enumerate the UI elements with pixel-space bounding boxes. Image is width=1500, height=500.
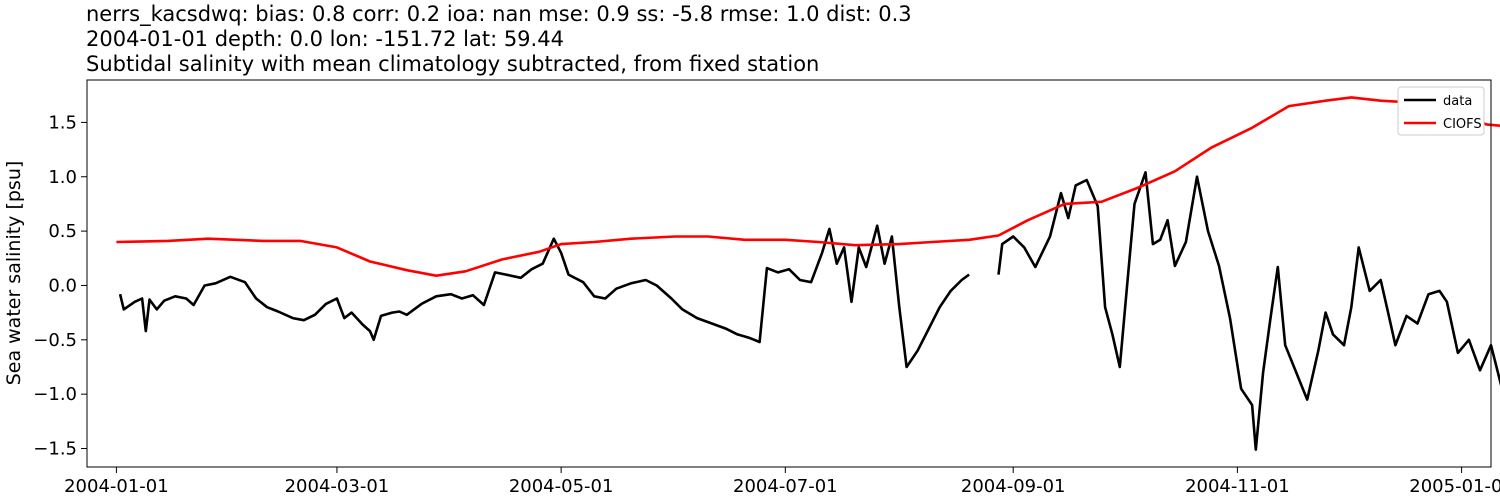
x-tick-label: 2004-11-01 xyxy=(1185,476,1290,497)
y-tick-label: −1.0 xyxy=(33,384,77,405)
x-tick-label: 2004-05-01 xyxy=(509,476,614,497)
y-axis-label: Sea water salinity [psu] xyxy=(3,161,25,386)
plot-area-frame xyxy=(86,79,1492,468)
y-tick-label: 1.0 xyxy=(48,167,77,188)
y-tick-label: 0.5 xyxy=(48,221,77,242)
series-line-ciofs xyxy=(116,96,1500,277)
series-line-data-part-2 xyxy=(997,171,1500,451)
legend-label-data: data xyxy=(1443,94,1472,109)
y-axis: 1.5 1.0 0.5 0.0 −0.5 −1.0 −1.5 xyxy=(33,112,87,460)
x-tick-label: 2005-01-01 xyxy=(1409,476,1500,497)
series-layer xyxy=(116,96,1500,451)
chart-title: nerrs_kacsdwq: bias: 0.8 corr: 0.2 ioa: … xyxy=(86,2,912,77)
x-tick-label: 2004-01-01 xyxy=(64,476,169,497)
y-tick-label: −1.5 xyxy=(33,439,77,460)
x-tick-label: 2004-03-01 xyxy=(285,476,390,497)
y-tick-label: 1.5 xyxy=(48,112,77,133)
title-line-1: nerrs_kacsdwq: bias: 0.8 corr: 0.2 ioa: … xyxy=(86,2,912,26)
legend: data CIOFS xyxy=(1397,86,1485,136)
x-tick-label: 2004-07-01 xyxy=(733,476,838,497)
title-line-2: 2004-01-01 depth: 0.0 lon: -151.72 lat: … xyxy=(86,27,564,51)
x-axis: 2004-01-01 2004-03-01 2004-05-01 2004-07-01… xyxy=(64,467,1500,497)
y-tick-label: 0.0 xyxy=(48,275,77,296)
x-tick-label: 2004-09-01 xyxy=(961,476,1066,497)
series-line-data-part-1 xyxy=(118,224,970,369)
title-line-3: Subtidal salinity with mean climatology … xyxy=(86,52,820,76)
y-tick-label: −0.5 xyxy=(33,330,77,351)
legend-label-ciofs: CIOFS xyxy=(1443,117,1482,132)
